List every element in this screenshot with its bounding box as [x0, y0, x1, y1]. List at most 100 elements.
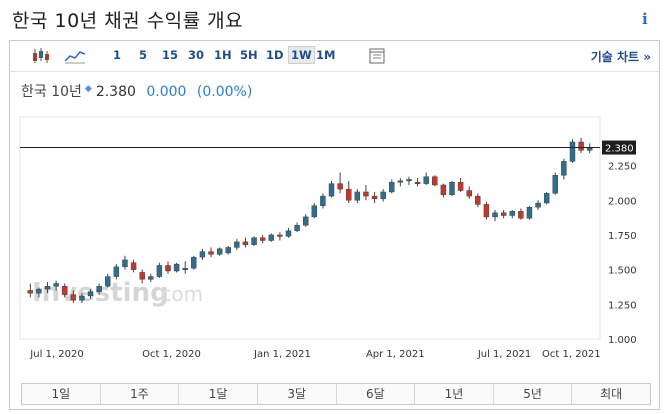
candle-body	[346, 188, 352, 201]
candle-body	[259, 237, 266, 241]
candle-body	[475, 195, 481, 205]
candle-body	[535, 202, 541, 208]
last-price: 2.380	[95, 84, 136, 100]
price-change-percent: (0.00%)	[196, 84, 253, 100]
y-tick-label: 2.000	[608, 196, 637, 207]
watermark-brand: Investing	[32, 278, 169, 308]
candle-body	[122, 259, 128, 268]
candle-body	[130, 262, 137, 270]
candle-body	[191, 256, 197, 269]
area-chart-icon[interactable]	[64, 46, 86, 66]
live-indicator-icon: ◆	[84, 84, 92, 94]
candle-body	[268, 234, 274, 241]
candle-body	[294, 225, 300, 231]
candle-body	[36, 288, 42, 294]
x-axis: Jul 1, 2020 Oct 1, 2020 Jan 1, 2021 Apr 1, …	[29, 349, 600, 360]
timeframe-1d[interactable]: 1D	[266, 48, 284, 62]
range-5y[interactable]: 5년	[494, 384, 573, 404]
plot-frame	[19, 116, 601, 340]
investing-watermark: Investing .com	[32, 278, 203, 308]
candles	[27, 137, 593, 303]
candle-body	[509, 211, 515, 216]
price-change: 0.000	[146, 84, 187, 100]
candle-body	[483, 204, 490, 218]
timeframe-1[interactable]: 1	[113, 48, 122, 62]
page-title: 한국 10년 채권 수익률 개요	[12, 10, 244, 32]
timeframe-1m[interactable]: 1M	[316, 48, 336, 62]
document-icon[interactable]	[366, 46, 388, 66]
range-selector: 1일 1주 1달 3달 6달 1년 5년 최대	[21, 383, 651, 405]
chart-widget: 1 5 15 30 1H 5H 1D 1W 1M 기술 차트 » 한국 10년 ◆…	[9, 40, 660, 410]
range-1y[interactable]: 1년	[415, 384, 494, 404]
advanced-chart-link[interactable]: 기술 차트 »	[590, 50, 651, 64]
chart-toolbar: 1 5 15 30 1H 5H 1D 1W 1M 기술 차트 »	[10, 41, 659, 72]
candle-body	[285, 230, 292, 237]
candle-body	[380, 191, 386, 200]
last-price-marker: 2.380	[20, 140, 636, 155]
y-tick-label: 2.250	[608, 162, 637, 173]
x-tick-label: Oct 1, 2020	[142, 349, 201, 360]
candle-body	[449, 182, 455, 195]
candle-body	[44, 286, 51, 290]
x-tick-label: Jul 1, 2021	[477, 349, 531, 360]
timeframe-30[interactable]: 30	[188, 48, 205, 62]
candle-body	[578, 141, 584, 151]
candle-body	[79, 295, 85, 301]
candle-body	[561, 161, 567, 176]
last-price-badge	[602, 140, 636, 155]
candle-body	[526, 206, 533, 219]
timeframe-1w[interactable]: 1W	[288, 46, 315, 64]
timeframe-15[interactable]: 15	[162, 48, 179, 62]
candle-body	[432, 176, 438, 186]
x-tick-label: Oct 1, 2021	[542, 349, 601, 360]
candle-body	[466, 190, 472, 197]
timeframe-5h[interactable]: 5H	[240, 48, 258, 62]
range-1m[interactable]: 1달	[179, 384, 258, 404]
range-6m[interactable]: 6달	[337, 384, 416, 404]
last-price-badge-label: 2.380	[605, 144, 634, 155]
info-icon[interactable]: i	[642, 10, 648, 28]
candle-body	[302, 216, 309, 226]
y-tick-label: 1.250	[608, 300, 637, 311]
candle-body	[543, 193, 550, 204]
candle-body	[406, 179, 412, 182]
candle-body	[500, 212, 507, 216]
candle-body	[27, 290, 34, 294]
candle-body	[139, 272, 145, 280]
candle-body	[354, 191, 361, 201]
candle-body	[225, 247, 231, 254]
x-tick-label: Jan 1, 2021	[253, 349, 311, 360]
quote-line: 한국 10년 ◆ 2.380 0.000 (0.00%)	[21, 81, 252, 101]
candle-body	[113, 266, 120, 277]
candle-body	[96, 286, 102, 293]
x-tick-label: Apr 1, 2021	[366, 349, 425, 360]
candle-body	[53, 283, 59, 287]
range-max[interactable]: 최대	[600, 387, 623, 401]
candle-body	[62, 286, 68, 295]
candlestick-chart-icon[interactable]	[30, 46, 52, 66]
price-chart[interactable]: Investing .com 1.000 1.250 1.500 1.750 2.000…	[10, 109, 659, 379]
candle-body	[182, 268, 188, 270]
range-3m[interactable]: 3달	[258, 384, 337, 404]
candle-body	[165, 265, 171, 272]
candle-body	[389, 182, 395, 193]
candle-body	[242, 241, 249, 245]
x-tick-label: Jul 1, 2020	[29, 349, 83, 360]
candle-body	[173, 263, 180, 272]
candle-body	[492, 212, 498, 218]
candle-body	[423, 176, 429, 184]
instrument-name: 한국 10년	[21, 84, 82, 100]
timeframe-5[interactable]: 5	[139, 48, 148, 62]
candle-body	[371, 195, 378, 200]
timeframe-1h[interactable]: 1H	[214, 48, 232, 62]
watermark-suffix: .com	[154, 282, 203, 306]
candle-body	[552, 175, 558, 194]
range-1w[interactable]: 1주	[101, 384, 180, 404]
candle-body	[87, 291, 94, 297]
range-1d[interactable]: 1일	[22, 384, 101, 404]
candle-body	[363, 191, 369, 197]
candle-body	[70, 294, 77, 301]
candle-body	[251, 237, 257, 245]
y-tick-label: 1.750	[608, 231, 637, 242]
candle-body	[569, 141, 576, 162]
